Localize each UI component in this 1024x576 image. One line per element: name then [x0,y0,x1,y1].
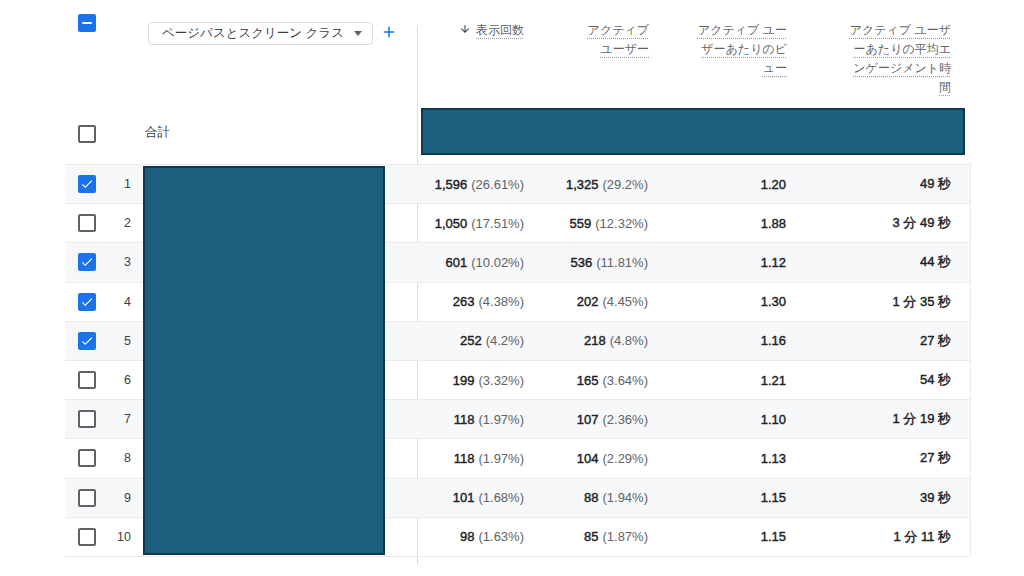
row-number: 10 [105,518,131,556]
active-users-cell: 536(11.81%) [571,243,649,281]
redacted-totals-values [421,108,965,155]
row-number: 1 [105,165,131,203]
table-bottom-border [65,556,970,557]
totals-row-checkbox[interactable] [78,125,96,143]
active-users-cell: 1,325(29.2%) [566,165,648,203]
row-checkbox[interactable] [78,528,96,546]
dimension-dropdown[interactable]: ページパスとスクリーン クラス [148,22,373,45]
active-users-cell: 85(1.87%) [584,518,648,556]
row-number: 7 [105,400,131,438]
row-checkbox[interactable] [78,293,96,311]
dimension-dropdown-value: ページパスとスクリーン クラス [162,25,354,42]
engagement-time-cell: 27 秒 [920,439,951,477]
engagement-time-cell: 54 秒 [920,361,951,399]
active-users-cell: 107(2.36%) [577,400,648,438]
chevron-down-icon [354,31,362,36]
row-checkbox[interactable] [78,410,96,428]
row-checkbox[interactable] [78,489,96,507]
column-header-label: アクティブ ユーザー [588,23,649,56]
sort-descending-icon [459,23,471,35]
add-dimension-button[interactable] [380,23,398,41]
active-users-cell: 202(4.45%) [577,283,648,321]
row-checkbox[interactable] [78,371,96,389]
engagement-time-cell: 39 秒 [920,479,951,517]
row-number: 3 [105,243,131,281]
views-cell: 263(4.38%) [453,283,524,321]
engagement-time-cell: 49 秒 [920,165,951,203]
row-number: 6 [105,361,131,399]
row-number: 5 [105,322,131,360]
engagement-time-cell: 1 分 35 秒 [892,283,951,321]
views-cell: 199(3.32%) [453,361,524,399]
views-cell: 101(1.68%) [453,479,524,517]
views-per-user-cell: 1.16 [761,322,786,360]
row-checkbox[interactable] [78,175,96,193]
views-cell: 1,050(17.51%) [435,204,524,242]
row-checkbox[interactable] [78,332,96,350]
views-per-user-cell: 1.30 [761,283,786,321]
views-per-user-cell: 1.10 [761,400,786,438]
active-users-cell: 88(1.94%) [584,479,648,517]
table-right-border [970,163,971,556]
engagement-time-cell: 44 秒 [920,243,951,281]
engagement-time-cell: 3 分 49 秒 [892,204,951,242]
row-checkbox[interactable] [78,449,96,467]
row-number: 9 [105,479,131,517]
views-per-user-cell: 1.20 [761,165,786,203]
active-users-cell: 218(4.8%) [584,322,648,360]
totals-row-label: 合計 [145,124,170,141]
views-per-user-cell: 1.88 [761,204,786,242]
select-all-checkbox[interactable] [78,14,96,32]
active-users-cell: 104(2.29%) [577,439,648,477]
row-checkbox[interactable] [78,253,96,271]
row-number: 4 [105,283,131,321]
column-header-views_per_active_user[interactable]: アクティブ ユー ザーあたりのビ ュー [698,21,787,78]
views-cell: 252(4.2%) [460,322,524,360]
indeterminate-minus-icon [82,22,92,24]
column-header-views[interactable]: 表示回数 [459,21,524,40]
views-per-user-cell: 1.21 [761,361,786,399]
views-cell: 118(1.97%) [454,439,524,477]
column-header-active_users[interactable]: アクティブ ユーザー [588,21,649,59]
engagement-time-cell: 1 分 19 秒 [892,400,951,438]
views-cell: 1,596(26.61%) [435,165,524,203]
engagement-time-cell: 27 秒 [920,322,951,360]
active-users-cell: 559(12.32%) [570,204,648,242]
column-header-avg_engagement_time[interactable]: アクティブ ユーザ ーあたりの平均エ ンゲージメント時 間 [850,21,951,97]
views-cell: 601(10.02%) [446,243,524,281]
views-cell: 118(1.97%) [454,400,524,438]
engagement-time-cell: 1 分 11 秒 [893,518,951,556]
column-header-label: アクティブ ユー ザーあたりのビ ュー [698,23,787,75]
column-header-label: 表示回数 [476,23,524,37]
views-per-user-cell: 1.15 [761,479,786,517]
views-cell: 98(1.63%) [460,518,524,556]
column-header-label: アクティブ ユーザ ーあたりの平均エ ンゲージメント時 間 [850,23,951,94]
redacted-dimension-values [143,166,385,555]
row-checkbox[interactable] [78,214,96,232]
row-number: 8 [105,439,131,477]
row-number: 2 [105,204,131,242]
views-per-user-cell: 1.13 [761,439,786,477]
active-users-cell: 165(3.64%) [577,361,648,399]
plus-icon [380,23,398,41]
views-per-user-cell: 1.15 [761,518,786,556]
views-per-user-cell: 1.12 [761,243,786,281]
